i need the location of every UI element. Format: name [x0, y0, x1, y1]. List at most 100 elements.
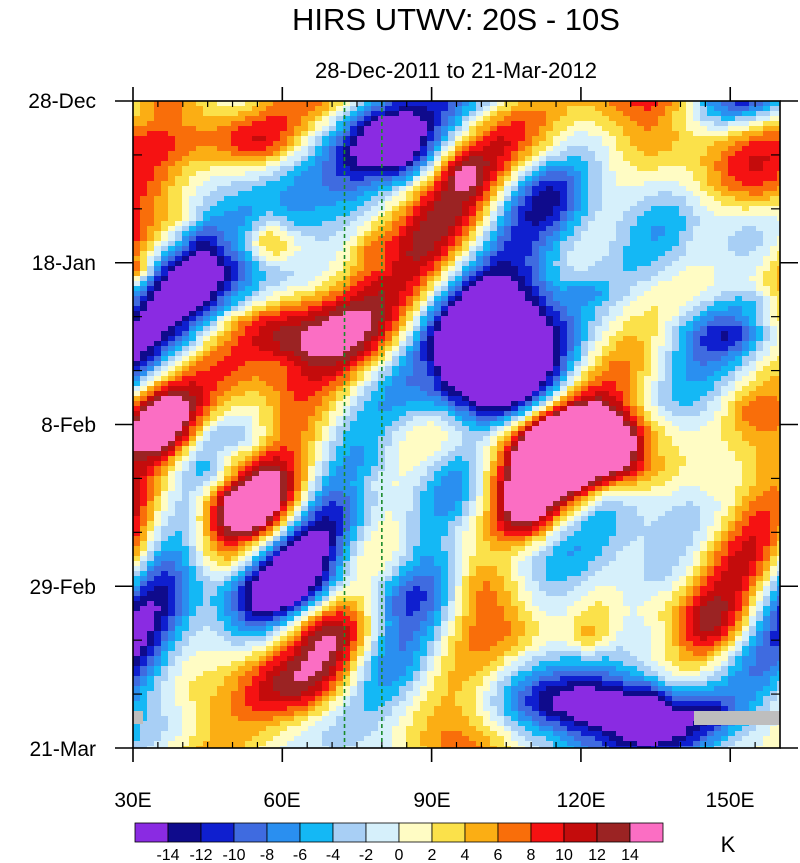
field-cell [602, 251, 610, 257]
field-cell [532, 271, 540, 277]
field-cell [749, 316, 757, 322]
field-cell [637, 181, 645, 187]
field-cell [679, 351, 687, 357]
field-cell [182, 356, 190, 362]
field-cell [294, 126, 302, 132]
field-cell [609, 146, 617, 152]
field-cell [154, 316, 162, 322]
field-cell [574, 321, 582, 327]
field-cell [133, 276, 141, 282]
field-cell [693, 256, 701, 262]
field-cell [637, 121, 645, 127]
field-cell [679, 186, 687, 192]
field-cell [658, 186, 666, 192]
field-cell [490, 101, 498, 107]
field-cell [469, 226, 477, 232]
field-cell [168, 126, 176, 132]
field-cell [756, 266, 764, 272]
field-cell [294, 256, 302, 262]
field-cell [532, 111, 540, 117]
field-cell [203, 166, 211, 172]
field-cell [553, 296, 561, 302]
field-cell [462, 241, 470, 247]
field-cell [287, 306, 295, 312]
field-cell [721, 346, 729, 352]
field-cell [497, 271, 505, 277]
field-cell [539, 271, 547, 277]
field-cell [539, 141, 547, 147]
field-cell [595, 221, 603, 227]
field-cell [231, 111, 239, 117]
field-cell [336, 326, 344, 332]
field-cell [686, 296, 694, 302]
field-cell [175, 106, 183, 112]
field-cell [595, 186, 603, 192]
field-cell [147, 131, 155, 137]
field-cell [231, 296, 239, 302]
field-cell [595, 121, 603, 127]
field-cell [322, 261, 330, 267]
field-cell [700, 201, 708, 207]
field-cell [504, 171, 512, 177]
field-cell [364, 211, 372, 217]
field-cell [623, 136, 631, 142]
field-cell [154, 291, 162, 297]
field-cell [392, 136, 400, 142]
field-cell [343, 106, 351, 112]
field-cell [490, 106, 498, 112]
field-cell [651, 226, 659, 232]
field-cell [161, 271, 169, 277]
field-cell [210, 346, 218, 352]
field-cell [693, 231, 701, 237]
field-cell [406, 271, 414, 277]
field-cell [735, 161, 743, 167]
field-cell [308, 156, 316, 162]
field-cell [665, 191, 673, 197]
field-cell [742, 246, 750, 252]
field-cell [462, 336, 470, 342]
field-cell [700, 301, 708, 307]
field-cell [280, 241, 288, 247]
field-cell [749, 156, 757, 162]
field-cell [434, 331, 442, 337]
field-cell [637, 156, 645, 162]
field-cell [217, 126, 225, 132]
field-cell [252, 301, 260, 307]
field-cell [231, 216, 239, 222]
field-cell [308, 281, 316, 287]
field-cell [560, 351, 568, 357]
field-cell [532, 321, 540, 327]
field-cell [140, 331, 148, 337]
field-cell [406, 231, 414, 237]
field-cell [672, 116, 680, 122]
field-cell [217, 296, 225, 302]
field-cell [511, 181, 519, 187]
field-cell [560, 106, 568, 112]
field-cell [644, 156, 652, 162]
field-cell [210, 151, 218, 157]
field-cell [287, 226, 295, 232]
field-cell [574, 216, 582, 222]
field-cell [658, 101, 666, 107]
field-cell [175, 361, 183, 367]
field-cell [525, 181, 533, 187]
field-cell [301, 201, 309, 207]
field-cell [728, 351, 736, 357]
field-cell [546, 171, 554, 177]
field-cell [735, 101, 743, 107]
field-cell [567, 361, 575, 367]
field-cell [476, 186, 484, 192]
field-cell [161, 161, 169, 167]
field-cell [420, 246, 428, 252]
field-cell [588, 286, 596, 292]
field-cell [623, 336, 631, 342]
field-cell [490, 286, 498, 292]
field-cell [602, 311, 610, 317]
field-cell [700, 346, 708, 352]
field-cell [749, 201, 757, 207]
field-cell [700, 196, 708, 202]
field-cell [763, 211, 771, 217]
field-cell [630, 196, 638, 202]
field-cell [420, 236, 428, 242]
field-cell [287, 276, 295, 282]
